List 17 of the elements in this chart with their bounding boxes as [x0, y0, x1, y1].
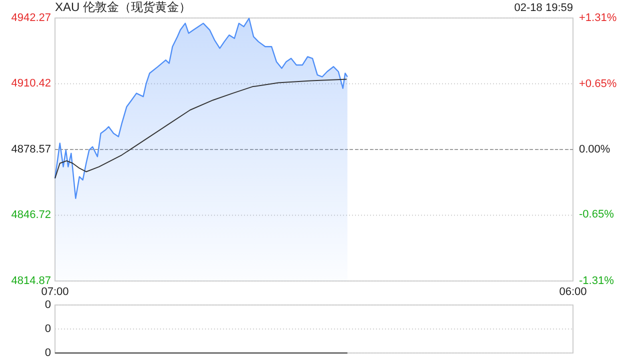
y-tick-label: 4910.42	[11, 78, 51, 90]
y2-tick-label: +1.31%	[579, 12, 617, 24]
y-tick-label: 0	[44, 346, 51, 359]
text: 02-18 19:59	[514, 2, 573, 14]
x-tick-label: 07:00	[41, 286, 69, 298]
y-tick-label: 0	[44, 298, 51, 311]
y-tick-label: 4942.27	[11, 12, 51, 24]
y2-tick-label: 0.00%	[579, 143, 610, 156]
y2-tick-label: +0.65%	[579, 78, 617, 90]
y2-tick-label: -1.31%	[579, 274, 614, 287]
x-tick-label: 06:00	[559, 286, 587, 298]
chart-title: XAU 伦敦金（现货黄金）	[55, 0, 192, 14]
y2-tick-label: -0.65%	[579, 208, 614, 221]
y-tick-label: 4846.72	[11, 209, 51, 222]
y-tick-label: 4878.57	[11, 143, 51, 156]
y-tick-label: 0	[44, 322, 51, 335]
y-tick-label: 4814.87	[11, 274, 51, 287]
